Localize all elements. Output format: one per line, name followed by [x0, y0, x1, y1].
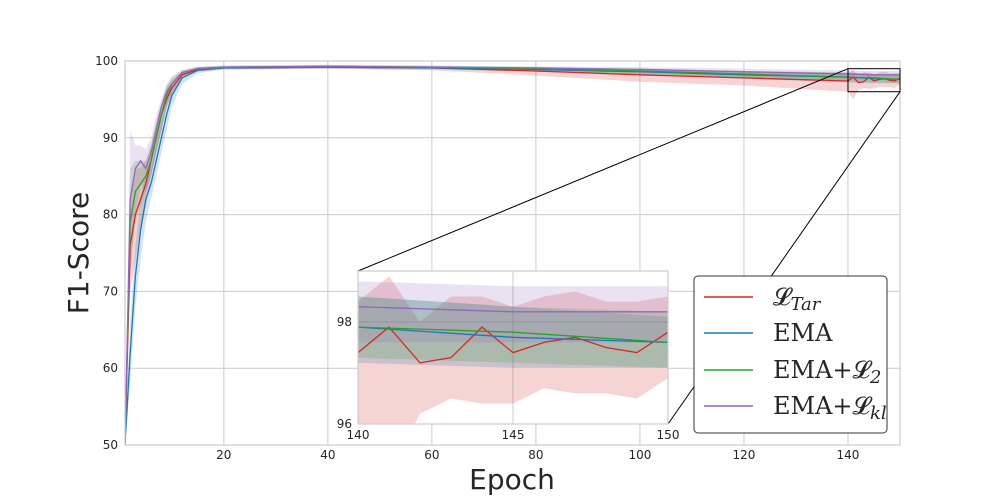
y-axis-title: F1-Score [62, 192, 95, 314]
x-tick-label: 40 [320, 448, 335, 462]
main-series-group [125, 64, 900, 445]
x-tick-label: 80 [528, 448, 543, 462]
zoom-connector-line [357, 68, 849, 272]
y-tick-label: 50 [103, 438, 118, 452]
y-tick-label: 70 [103, 284, 118, 298]
inset-x-tick-label: 140 [347, 428, 370, 442]
x-tick-label: 60 [424, 448, 439, 462]
legend-box [693, 275, 888, 434]
legend-label: EMA+𝓛2 [773, 356, 881, 388]
main-line-series-1 [125, 66, 900, 445]
inset-y-tick-label: 96 [337, 417, 352, 431]
x-axis-title: Epoch [469, 463, 555, 496]
main-frame [124, 60, 901, 446]
inset-line-series-0 [358, 326, 668, 364]
inset-band-series-0 [358, 276, 668, 424]
inset-x-tick-label: 150 [657, 428, 680, 442]
x-tick-label: 100 [628, 448, 651, 462]
x-tick-label: 20 [216, 448, 231, 462]
y-tick-label: 90 [103, 131, 118, 145]
legend-label: EMA [773, 319, 833, 347]
x-tick-label: 140 [837, 448, 860, 462]
inset-line-series-2 [358, 326, 668, 344]
y-tick-label: 80 [103, 208, 118, 222]
inset-line-series-1 [358, 326, 668, 344]
inset-frame [357, 270, 669, 425]
main-line-series-3 [125, 65, 900, 445]
inset-plot-area: 140 145 150 96 98 [337, 270, 680, 442]
x-tick-label: 120 [733, 448, 756, 462]
inset-line-series-3 [358, 306, 668, 313]
inset-series-group [358, 276, 668, 424]
inset-y-tick-label: 98 [337, 315, 352, 329]
legend-label: EMA+𝓛kl [773, 392, 887, 424]
y-tick-label: 100 [95, 54, 118, 68]
zoom-region-box [847, 68, 901, 93]
y-tick-label: 60 [103, 361, 118, 375]
inset-x-tick-label: 145 [502, 428, 525, 442]
